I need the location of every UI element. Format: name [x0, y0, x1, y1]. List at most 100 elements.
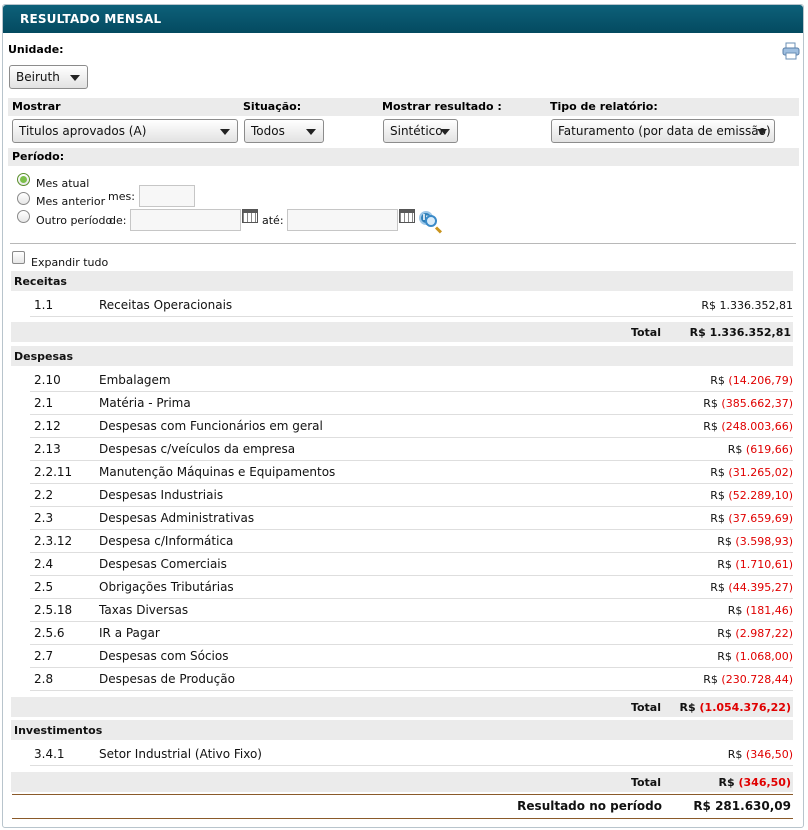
row-amount: (1.068,00): [735, 650, 793, 663]
row-currency: R$: [703, 673, 718, 686]
total-amount: 1.336.352,81: [709, 326, 791, 339]
row-value: R$ (1.710,61): [717, 558, 793, 571]
row-amount: (3.598,93): [735, 535, 793, 548]
filters-label-bar: [8, 98, 799, 116]
total-value: R$ (1.054.376,22): [680, 701, 791, 714]
row-currency: R$: [717, 627, 732, 640]
row-name: Despesa c/Informática: [99, 534, 234, 548]
total-label: Total: [630, 701, 661, 714]
row-value: R$ (2.987,22): [717, 627, 793, 640]
situacao-value: Todos: [251, 124, 285, 138]
table-row: 2.4 Despesas Comerciais R$ (1.710,61): [30, 553, 793, 576]
table-row: 2.5.18 Taxas Diversas R$ (181,46): [30, 599, 793, 622]
row-currency: R$: [710, 466, 725, 479]
unidade-value: Beiruth: [16, 70, 60, 84]
tipo-relatorio-label: Tipo de relatório:: [550, 100, 658, 113]
row-name: Despesas de Produção: [99, 672, 235, 686]
mes-input[interactable]: [139, 185, 195, 207]
section-despesas: Despesas: [11, 346, 793, 366]
row-value: R$ (37.659,69): [710, 512, 793, 525]
calendar-icon[interactable]: [399, 209, 415, 223]
table-row: 2.2 Despesas Industriais R$ (52.289,10): [30, 484, 793, 507]
radio-mes-anterior[interactable]: [17, 192, 30, 205]
row-amount: (1.710,61): [735, 558, 793, 571]
despesas-total-row: Total R$ (1.054.376,22): [11, 697, 793, 717]
row-name: Manutenção Máquinas e Equipamentos: [99, 465, 336, 479]
row-name: Despesas com Funcionários em geral: [99, 419, 323, 433]
row-amount: (52.289,10): [728, 489, 793, 502]
expandir-checkbox[interactable]: [12, 251, 25, 264]
row-amount: (385.662,37): [721, 397, 793, 410]
page-title: RESULTADO MENSAL: [20, 12, 162, 26]
situacao-select[interactable]: Todos: [244, 119, 324, 143]
divider: [10, 243, 796, 244]
row-code: 3.4.1: [34, 747, 65, 761]
resultado-value: R$ 281.630,09: [693, 799, 791, 813]
row-value: R$ (52.289,10): [710, 489, 793, 502]
row-value: R$ (44.395,27): [710, 581, 793, 594]
row-amount: 1.336.352,81: [719, 299, 793, 312]
row-name: IR a Pagar: [99, 626, 160, 640]
row-amount: (37.659,69): [728, 512, 793, 525]
row-code: 2.13: [34, 442, 61, 456]
row-currency: R$: [703, 420, 718, 433]
total-currency: R$: [718, 776, 735, 789]
row-name: Despesas Industriais: [99, 488, 224, 502]
table-row: 2.10 Embalagem R$ (14.206,79): [30, 369, 793, 392]
table-row: 2.2.11 Manutenção Máquinas e Equipamentos…: [30, 461, 793, 484]
radio-mes-atual[interactable]: [17, 173, 30, 186]
unidade-select[interactable]: Beiruth: [9, 65, 88, 89]
calendar-icon[interactable]: [242, 209, 258, 223]
radio-outro-periodo-label: Outro período: [36, 214, 113, 227]
row-value: R$ (31.265,02): [710, 466, 793, 479]
row-name: Despesas Administrativas: [99, 511, 255, 525]
total-label: Total: [630, 326, 661, 339]
row-name: Embalagem: [99, 373, 171, 387]
table-row: 2.1 Matéria - Prima R$ (385.662,37): [30, 392, 793, 415]
radio-mes-anterior-label: Mes anterior: [36, 195, 106, 208]
row-underline: [30, 460, 793, 461]
row-value: R$ (1.068,00): [717, 650, 793, 663]
table-row: 2.5 Obrigações Tributárias R$ (44.395,27): [30, 576, 793, 599]
row-underline: [30, 667, 793, 668]
row-currency: R$: [710, 512, 725, 525]
row-name: Taxas Diversas: [99, 603, 189, 617]
row-name: Despesas Comerciais: [99, 557, 227, 571]
expandir-label: Expandir tudo: [31, 256, 109, 269]
row-amount: (2.987,22): [735, 627, 793, 640]
row-code: 2.2.11: [34, 465, 73, 479]
magnifier-icon[interactable]: [425, 215, 437, 227]
printer-icon[interactable]: [782, 42, 800, 60]
result-divider: [12, 794, 793, 795]
radio-outro-periodo[interactable]: [17, 210, 30, 223]
resultado-row: Resultado no período R$ 281.630,09: [12, 797, 793, 817]
tipo-relatorio-select[interactable]: Faturamento (por data de emissão): [551, 119, 775, 143]
total-label: Total: [630, 776, 661, 789]
section-receitas: Receitas: [11, 271, 793, 291]
row-underline: [30, 391, 793, 392]
row-underline: [30, 552, 793, 553]
unidade-label: Unidade:: [8, 43, 64, 56]
mostrar-select[interactable]: Titulos aprovados (A): [12, 119, 238, 143]
row-value: R$ 1.336.352,81: [701, 299, 793, 312]
row-currency: R$: [717, 535, 732, 548]
row-currency: R$: [727, 604, 743, 617]
row-underline: [30, 690, 793, 691]
situacao-label: Situação:: [243, 100, 302, 113]
mostrar-resultado-select[interactable]: Sintético: [383, 119, 458, 143]
row-code: 1.1: [34, 298, 54, 312]
periodo-label: Período:: [12, 150, 65, 163]
total-value: R$ (346,50): [719, 776, 791, 789]
row-underline: [30, 414, 793, 415]
row-underline: [30, 621, 793, 622]
row-currency: R$: [727, 443, 743, 456]
date-from-input[interactable]: [130, 209, 241, 231]
row-name: Matéria - Prima: [99, 396, 191, 410]
table-row: 2.3 Despesas Administrativas R$ (37.659,69…: [30, 507, 793, 530]
ate-label: até:: [262, 214, 284, 227]
row-currency: R$: [710, 581, 725, 594]
date-to-input[interactable]: [287, 209, 398, 231]
row-name: Despesas c/veículos da empresa: [99, 442, 296, 456]
table-row: 3.4.1 Setor Industrial (Ativo Fixo) R$ (34…: [30, 743, 793, 766]
total-amount: (346,50): [738, 776, 791, 789]
